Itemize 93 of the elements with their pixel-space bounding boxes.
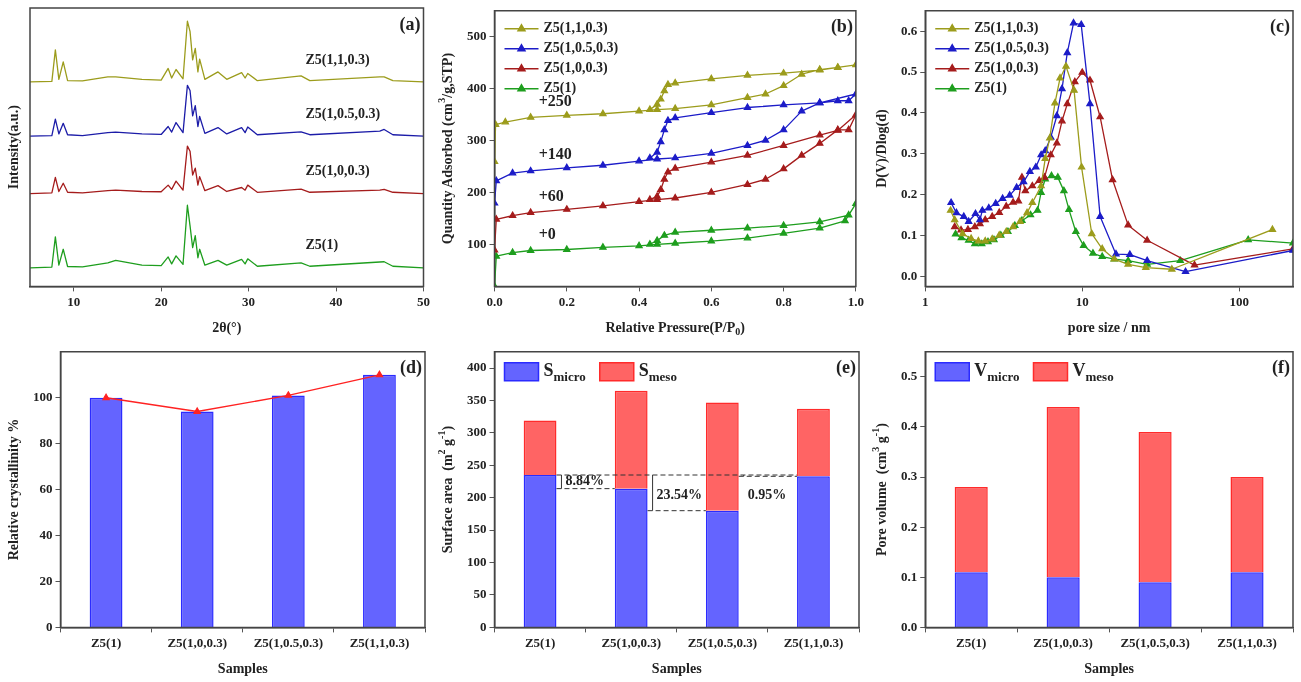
- y-tick-label: 0.5: [901, 63, 918, 79]
- chart-title: (b): [830, 16, 853, 38]
- y-tick-label: 400: [467, 80, 487, 96]
- annotation: +0: [538, 224, 556, 242]
- y-tick-label: 300: [467, 132, 487, 148]
- y-tick-label: 0.5: [901, 368, 918, 384]
- chart-title: (e): [836, 357, 857, 379]
- x-axis-title: Samples: [217, 660, 269, 676]
- x-tick-label: 50: [417, 293, 430, 309]
- y-axis-title: Quantity Adsorbed (cm3/g,STP): [435, 52, 456, 245]
- y-tick-label: 50: [473, 586, 487, 602]
- y-tick-label: 300: [467, 424, 487, 440]
- y-tick-label: 250: [467, 456, 487, 472]
- x-tick-label: Z5(1,1,0.3): [783, 634, 844, 650]
- x-tick-label: Z5(1,0,0.3): [1033, 634, 1093, 650]
- y-tick-label: 0.4: [901, 418, 918, 434]
- annotation: 23.54%: [656, 486, 703, 502]
- series-label: Z5(1): [305, 237, 339, 254]
- x-tick-label: Z5(1,1,0.3): [349, 634, 410, 650]
- y-tick-label: 80: [39, 435, 53, 451]
- y-tick-label: 0.2: [901, 185, 918, 201]
- y-tick-label: 100: [33, 389, 53, 405]
- annotation: +140: [538, 145, 572, 163]
- x-tick-label: 0.8: [775, 293, 793, 309]
- x-tick-label: 10: [67, 293, 81, 309]
- y-tick-label: 20: [39, 572, 53, 588]
- legend-label: Z5(1): [974, 80, 1008, 97]
- x-tick-label: Z5(1): [90, 634, 122, 650]
- y-axis-title: Relative crystallinity %: [5, 418, 21, 561]
- chart-title: (f): [1272, 357, 1291, 379]
- x-tick-label: 1.0: [847, 293, 864, 309]
- y-axis-title: Surface area (m2 g-1): [435, 425, 456, 554]
- x-tick-label: Z5(1,0.5,0.3): [687, 634, 757, 650]
- legend-label: Z5(1,0.5,0.3): [974, 40, 1050, 57]
- legend-label: Z5(1,0,0.3): [974, 60, 1039, 77]
- x-tick-label: 0.6: [703, 293, 720, 309]
- x-tick-label: Z5(1): [524, 634, 556, 650]
- x-tick-label: 0.0: [486, 293, 503, 309]
- y-tick-label: 0.0: [901, 267, 918, 283]
- x-tick-label: 100: [1229, 293, 1249, 309]
- y-tick-label: 200: [467, 489, 487, 505]
- x-tick-label: Z5(1,0.5,0.3): [1120, 634, 1190, 650]
- y-tick-label: 0.3: [901, 468, 918, 484]
- x-tick-label: 20: [154, 293, 168, 309]
- x-axis-title: 2θ(°): [212, 319, 242, 336]
- legend-label: Z5(1,0.5,0.3): [543, 40, 619, 57]
- y-tick-label: 0.2: [901, 518, 918, 534]
- x-axis-title: Samples: [651, 660, 703, 676]
- x-tick-label: 0.2: [558, 293, 575, 309]
- x-tick-label: 10: [1075, 293, 1089, 309]
- y-axis-title: Intensity(a.u.): [5, 104, 22, 190]
- y-tick-label: 200: [467, 184, 487, 200]
- x-tick-label: Z5(1,0,0.3): [167, 634, 227, 650]
- y-tick-label: 400: [467, 359, 487, 375]
- series-label: Z5(1,0,0.3): [305, 163, 370, 180]
- y-tick-label: 350: [467, 391, 487, 407]
- y-tick-label: 100: [467, 553, 487, 569]
- y-tick-label: 0.1: [901, 226, 918, 242]
- y-tick-label: 60: [39, 480, 53, 496]
- y-tick-label: 0.4: [901, 104, 918, 120]
- series-label: Z5(1,0.5,0.3): [305, 105, 381, 122]
- x-tick-label: Z5(1,0.5,0.3): [253, 634, 323, 650]
- chart-title: (c): [1270, 16, 1291, 38]
- y-axis-title: Pore volume (cm3 g-1): [869, 422, 890, 556]
- y-tick-label: 0: [480, 618, 487, 634]
- x-tick-label: 30: [242, 293, 256, 309]
- legend-label: Z5(1,1,0.3): [543, 20, 608, 37]
- y-tick-label: 0.0: [901, 618, 918, 634]
- y-tick-label: 150: [467, 521, 487, 537]
- y-tick-label: 100: [467, 236, 487, 252]
- x-axis-title: Samples: [1084, 660, 1135, 676]
- y-tick-label: 500: [467, 28, 487, 44]
- y-axis-title: D(V)/Dlog(d): [873, 108, 890, 188]
- x-tick-label: 0.4: [630, 293, 648, 309]
- chart-title: (d): [400, 357, 423, 379]
- series-label: Z5(1,1,0.3): [305, 51, 370, 68]
- x-tick-label: 1: [922, 293, 929, 309]
- legend-label: Z5(1,1,0.3): [974, 20, 1039, 37]
- y-tick-label: 40: [39, 526, 53, 542]
- x-tick-label: 40: [329, 293, 343, 309]
- y-tick-label: 0: [46, 618, 53, 634]
- annotation: 0.95%: [747, 486, 787, 502]
- annotation: +60: [538, 186, 564, 204]
- x-tick-label: Z5(1,0,0.3): [601, 634, 661, 650]
- x-tick-label: Z5(1,1,0.3): [1217, 634, 1277, 650]
- y-tick-label: 0.6: [901, 22, 918, 38]
- annotation: 8.84%: [565, 473, 604, 489]
- x-tick-label: Z5(1): [956, 634, 987, 650]
- y-tick-label: 0.3: [901, 145, 918, 161]
- chart-title: (a): [399, 13, 421, 35]
- x-axis-title: pore size / nm: [1067, 319, 1151, 335]
- y-tick-label: 0.1: [901, 568, 918, 584]
- legend-label: Z5(1,0,0.3): [543, 60, 608, 77]
